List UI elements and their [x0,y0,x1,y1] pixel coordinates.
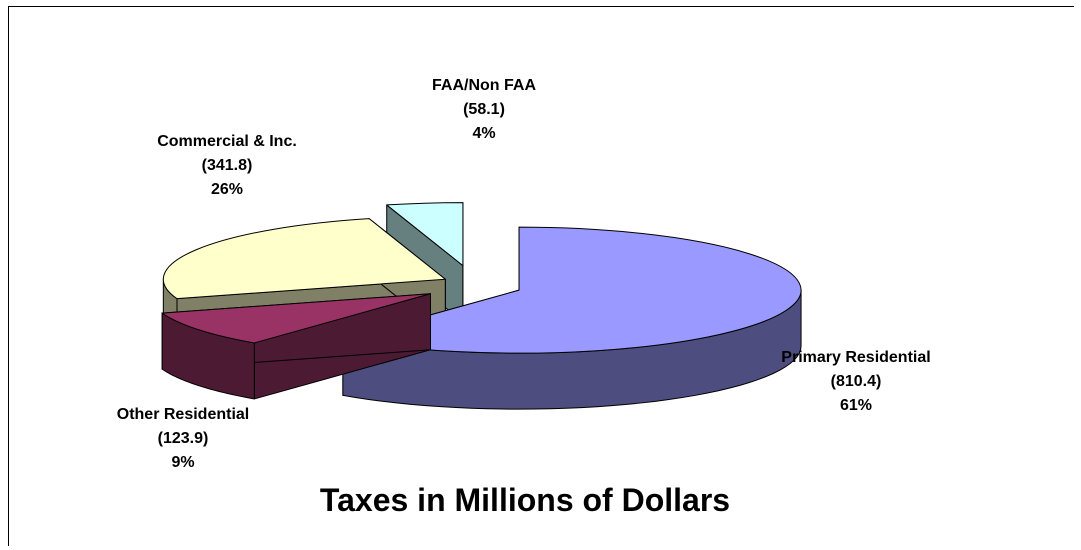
pie-labels: Primary Residential (810.4) 61% Other Resid… [117,77,931,471]
slice-label: FAA/Non FAA (58.1) 4% [432,77,536,142]
slice-label: Primary Residential (810.4) 61% [781,349,930,414]
pie-slice [161,293,431,400]
pie-slices [161,202,802,410]
slice-label: Other Residential (123.9) 9% [117,406,249,471]
chart-title: Taxes in Millions of Dollars [320,482,730,518]
pie-slice [342,226,802,410]
slice-label: Commercial & Inc. (341.8) 26% [157,133,297,198]
chart-area [8,6,1074,546]
